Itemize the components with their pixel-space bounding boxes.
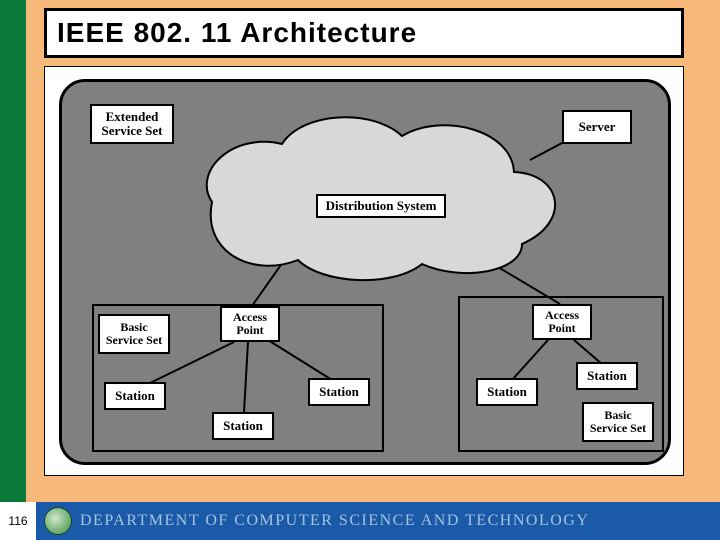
station-1: Station: [104, 382, 166, 410]
server-node: Server: [562, 110, 632, 144]
station-2: Station: [212, 412, 274, 440]
seal-icon: [44, 507, 72, 535]
bss-label-1: Basic Service Set: [98, 314, 170, 354]
station-3: Station: [308, 378, 370, 406]
department-text: DEPARTMENT OF COMPUTER SCIENCE AND TECHN…: [80, 512, 589, 530]
bss-label-2: Basic Service Set: [582, 402, 654, 442]
diagram-panel: Distribution System Extended Service Set…: [59, 79, 671, 465]
page-number: 116: [0, 502, 36, 540]
ess-label: Extended Service Set: [90, 104, 174, 144]
footer-bar: DEPARTMENT OF COMPUTER SCIENCE AND TECHN…: [36, 502, 720, 540]
slide-title: IEEE 802. 11 Architecture: [57, 17, 417, 49]
distribution-system-label: Distribution System: [316, 194, 446, 218]
title-box: IEEE 802. 11 Architecture: [44, 8, 684, 58]
access-point-1: Access Point: [220, 306, 280, 342]
diagram-container: Distribution System Extended Service Set…: [44, 66, 684, 476]
accent-bar: [0, 0, 26, 540]
station-4: Station: [476, 378, 538, 406]
slide-root: IEEE 802. 11 Architecture Distribution S…: [0, 0, 720, 540]
access-point-2: Access Point: [532, 304, 592, 340]
footer: 116 DEPARTMENT OF COMPUTER SCIENCE AND T…: [0, 502, 720, 540]
station-5: Station: [576, 362, 638, 390]
